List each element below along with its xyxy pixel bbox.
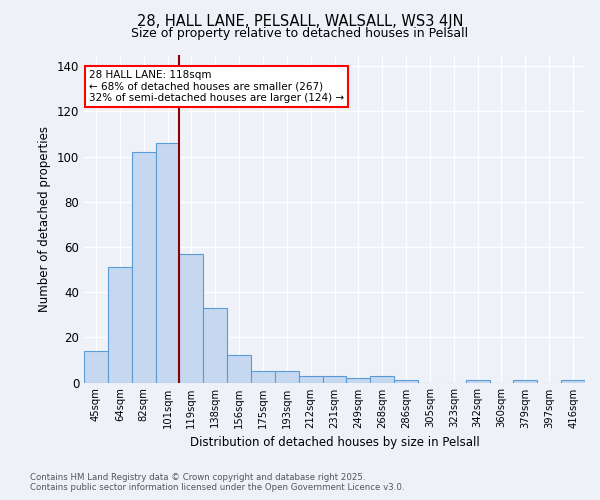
Y-axis label: Number of detached properties: Number of detached properties [38,126,51,312]
Bar [370,376,394,382]
Bar [108,268,132,382]
Text: Contains public sector information licensed under the Open Government Licence v3: Contains public sector information licen… [30,482,404,492]
Bar [203,308,227,382]
Bar [394,380,418,382]
Bar [251,371,275,382]
X-axis label: Distribution of detached houses by size in Pelsall: Distribution of detached houses by size … [190,436,479,449]
Bar [323,376,346,382]
Bar [514,380,537,382]
Bar [155,143,179,382]
Bar [275,371,299,382]
Bar [227,356,251,382]
Text: 28, HALL LANE, PELSALL, WALSALL, WS3 4JN: 28, HALL LANE, PELSALL, WALSALL, WS3 4JN [137,14,463,29]
Bar [84,351,108,382]
Bar [346,378,370,382]
Text: Size of property relative to detached houses in Pelsall: Size of property relative to detached ho… [131,28,469,40]
Text: 28 HALL LANE: 118sqm
← 68% of detached houses are smaller (267)
32% of semi-deta: 28 HALL LANE: 118sqm ← 68% of detached h… [89,70,344,103]
Bar [132,152,155,382]
Bar [561,380,585,382]
Bar [179,254,203,382]
Text: Contains HM Land Registry data © Crown copyright and database right 2025.: Contains HM Land Registry data © Crown c… [30,472,365,482]
Bar [466,380,490,382]
Bar [299,376,323,382]
